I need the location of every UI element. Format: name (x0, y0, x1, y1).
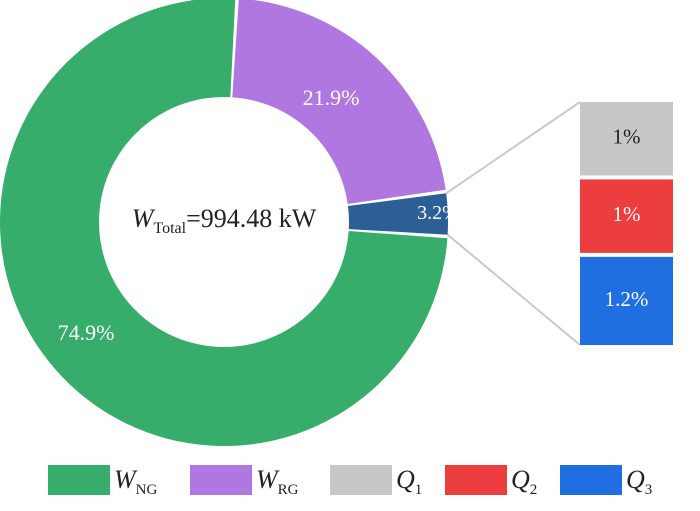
legend-label-w-ng: WNG (114, 465, 158, 498)
center-subscript: Total (153, 220, 186, 237)
slice-w-rg (232, 0, 446, 205)
donut-slices (0, 0, 449, 446)
legend-label-q-1: Q1 (396, 465, 422, 498)
legend-swatch-w-rg (190, 465, 252, 495)
breakdown-segment-q2 (580, 179, 673, 253)
slice-label-q: 3.2% (417, 202, 459, 224)
slice-w-ng (0, 0, 448, 446)
breakdown-label-q2: 1% (613, 202, 641, 226)
breakdown-segment-q1 (580, 102, 673, 176)
legend: WNG WRG Q1 Q2 Q3 (48, 465, 652, 498)
legend-swatch-q-2 (445, 465, 507, 495)
legend-swatch-q-1 (330, 465, 392, 495)
breakdown-label-q3: 1.2% (605, 287, 649, 311)
center-symbol: W (132, 204, 156, 233)
breakdown-segment-q3 (580, 256, 673, 345)
connector-top (445, 101, 581, 195)
slice-q (347, 193, 449, 235)
breakdown-label-q1: 1% (613, 125, 641, 149)
legend-label-q-2: Q2 (511, 465, 537, 498)
connector-bottom (446, 233, 581, 346)
slice-label-w-rg: 21.9% (303, 85, 360, 110)
legend-label-w-rg: WRG (256, 465, 299, 498)
breakdown-connectors (445, 101, 581, 346)
legend-swatch-w-ng (48, 465, 110, 495)
center-value: =994.48 kW (186, 204, 317, 233)
center-total-label: WTotal=994.48 kW (132, 204, 317, 237)
slice-label-w-ng: 74.9% (58, 320, 115, 345)
legend-swatch-q-3 (560, 465, 622, 495)
slice-labels: 74.9% 21.9% 3.2% (58, 85, 459, 345)
breakdown-bar: 1% 1% 1.2% (580, 102, 673, 345)
legend-label-q-3: Q3 (626, 465, 652, 498)
center-label: WTotal=994.48 kW (132, 204, 317, 237)
